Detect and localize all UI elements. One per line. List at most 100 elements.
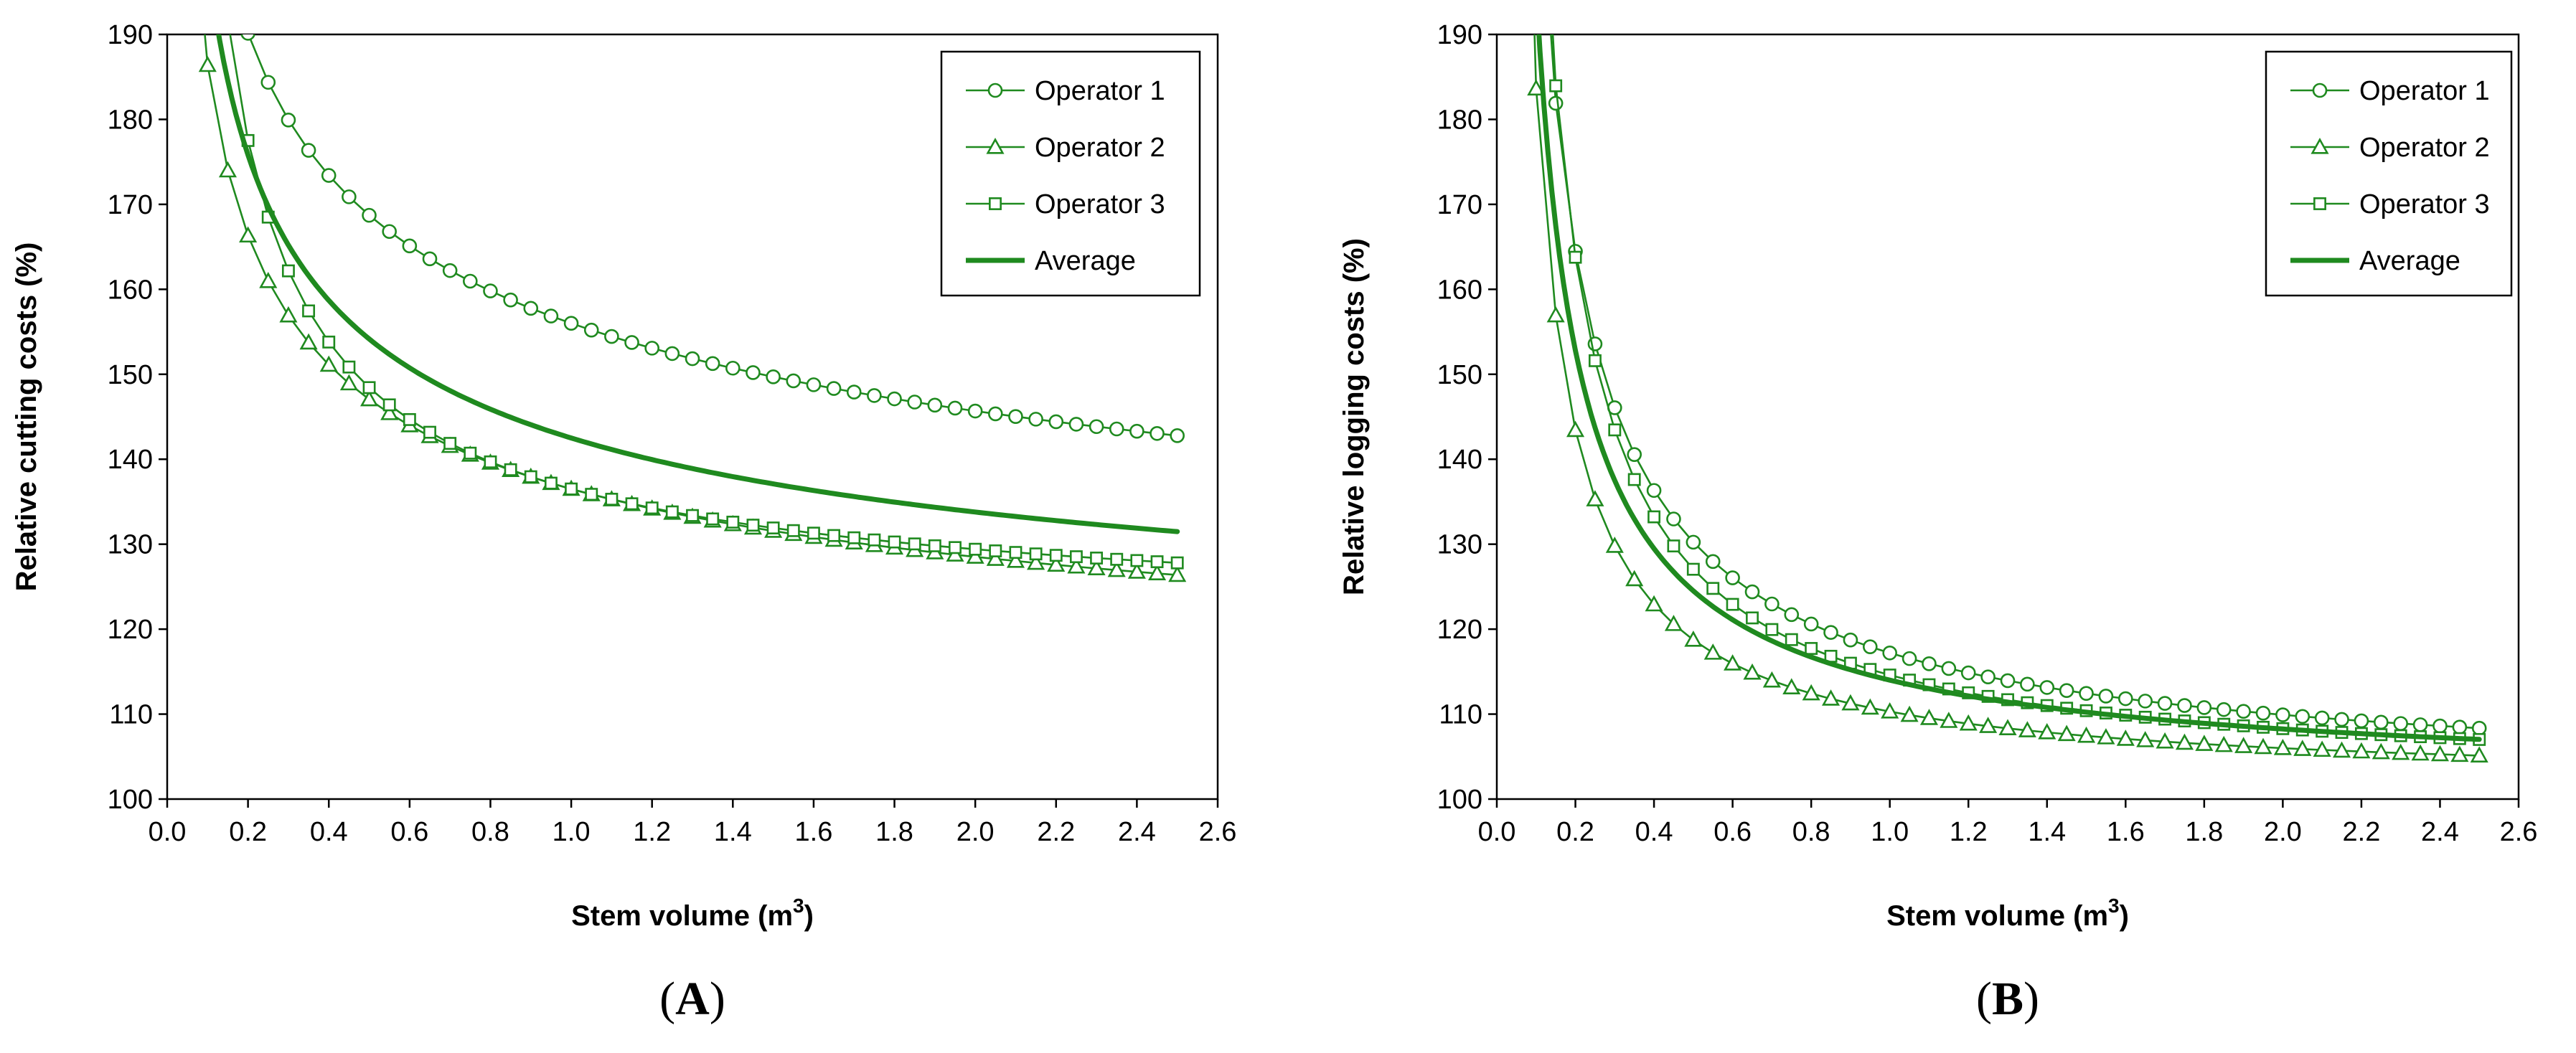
panel-b-point-operator-2 — [1919, 709, 1939, 725]
panel-a-point-operator-1 — [1089, 419, 1104, 435]
panel-b-point-operator-3 — [1667, 539, 1680, 553]
panel-a-point-operator-3 — [928, 539, 941, 552]
panel-a-point-operator-1 — [1048, 414, 1064, 430]
panel-a-point-operator-3 — [1150, 555, 1164, 569]
panel-b-point-operator-2 — [1566, 420, 1585, 438]
panel-b-point-operator-3 — [1588, 354, 1602, 367]
panel-b-series-line-average — [1536, 34, 2482, 742]
panel-a-x-axis-title-sup: 3 — [793, 894, 804, 917]
panel-a-point-operator-3 — [807, 526, 820, 540]
panel-a-xtick-label: 1.4 — [714, 817, 752, 847]
panel-a-point-operator-3 — [1110, 552, 1124, 566]
panel-a-xtick-label: 1.8 — [875, 817, 913, 847]
panel-b-legend-marker-operator-2 — [2311, 137, 2329, 154]
panel-b-point-operator-2 — [2097, 728, 2115, 745]
panel-b-point-operator-1 — [1960, 665, 1976, 681]
panel-b-xtick-label: 0.8 — [1792, 817, 1830, 847]
panel-a-point-operator-3 — [888, 535, 901, 549]
panel-b-point-operator-1 — [2138, 694, 2153, 709]
panel-a-point-operator-1 — [867, 388, 882, 403]
panel-b-plot-frame — [1495, 33, 2520, 801]
panel-b-point-operator-1 — [1548, 95, 1564, 111]
panel-b-point-operator-1 — [1646, 483, 1662, 499]
panel-b-point-operator-3 — [1647, 510, 1661, 524]
panel-a-point-operator-1 — [281, 113, 296, 128]
panel-a-xtick-label: 0.2 — [229, 817, 267, 847]
panel-a-point-operator-1 — [1109, 421, 1124, 437]
panel-b-point-operator-1 — [2295, 709, 2311, 724]
panel-b-point-operator-1 — [1843, 632, 1858, 648]
panel-a-ytick-label: 140 — [108, 445, 153, 475]
panel-b-point-operator-1 — [1686, 534, 1701, 550]
panel-a-point-operator-1 — [947, 400, 963, 416]
panel-a-point-operator-2 — [1067, 557, 1086, 574]
panel-b-point-operator-1 — [1705, 554, 1721, 570]
panel-b-point-operator-2 — [2214, 735, 2233, 752]
panel-b-point-operator-2 — [1527, 79, 1546, 96]
panel-a-point-operator-1 — [1170, 428, 1185, 443]
panel-a-point-operator-1 — [523, 301, 539, 316]
panel-a-point-operator-3 — [1009, 546, 1023, 559]
panel-a-point-operator-3 — [423, 425, 436, 439]
panel-b-point-operator-1 — [2000, 673, 2016, 689]
panel-a-point-operator-2 — [1087, 559, 1106, 576]
panel-a: 100 110 120 130 140 150 160 170 180 190 0.0 0.2 0.4 0… — [11, 20, 1237, 1025]
panel-a-point-operator-3 — [847, 531, 861, 544]
panel-b-point-operator-1 — [2059, 683, 2074, 698]
panel-b-point-operator-1 — [2432, 718, 2448, 734]
panel-b-point-operator-3 — [1549, 79, 1563, 93]
panel-b-point-operator-2 — [2234, 737, 2253, 753]
panel-a-point-operator-3 — [1170, 556, 1184, 570]
panel-a-point-operator-2 — [1107, 560, 1126, 577]
panel-b-ytick-label: 180 — [1437, 105, 1482, 135]
panel-a-point-operator-1 — [402, 238, 418, 254]
panel-a-point-operator-1 — [1129, 423, 1144, 439]
panel-b-xtick-label: 1.6 — [2107, 817, 2145, 847]
panel-a-point-operator-3 — [524, 470, 537, 483]
panel-a-point-operator-3 — [504, 463, 517, 476]
panel-a-legend-marker-operator-2 — [986, 137, 1005, 154]
panel-b-xtick-label: 1.4 — [2028, 817, 2066, 847]
panel-b-xtick-label: 2.4 — [2421, 817, 2459, 847]
panel-b: 100 110 120 130 140 150 160 170 180 190 0.0 0.2 0.4 0… — [1338, 20, 2537, 1025]
panel-a-point-operator-2 — [279, 306, 298, 323]
panel-a-point-operator-1 — [1028, 412, 1043, 427]
panel-a-point-operator-3 — [908, 537, 921, 551]
panel-b-legend-marker-operator-1 — [2312, 82, 2328, 98]
panel-b-point-operator-2 — [2077, 726, 2096, 743]
panel-b-point-operator-2 — [1586, 490, 1604, 506]
panel-b-point-operator-2 — [2470, 746, 2488, 762]
panel-b-xtick-label: 0.4 — [1635, 817, 1673, 847]
panel-a-legend-label-operator-3: Operator 3 — [1035, 189, 1165, 219]
panel-b-point-operator-1 — [1666, 511, 1681, 526]
panel-a-point-operator-1 — [988, 406, 1003, 422]
panel-a-point-operator-3 — [484, 455, 497, 468]
panel-a-point-operator-1 — [260, 75, 276, 90]
panel-b-point-operator-2 — [1940, 712, 1958, 728]
panel-b-legend-label-operator-3: Operator 3 — [2359, 189, 2490, 219]
panel-b-point-operator-3 — [1627, 473, 1641, 486]
panel-a-point-operator-2 — [239, 226, 258, 243]
panel-b-point-operator-2 — [2392, 743, 2410, 760]
panel-a-xtick-label: 0.8 — [471, 817, 509, 847]
panel-a-ytick-label: 190 — [108, 20, 153, 50]
panel-a-point-operator-3 — [443, 437, 457, 450]
panel-a-point-operator-3 — [1049, 549, 1063, 562]
panel-a-point-operator-2 — [1127, 562, 1146, 579]
panel-a-xtick-label: 2.6 — [1199, 817, 1237, 847]
panel-a-point-operator-1 — [362, 207, 377, 223]
panel-a-ytick-label: 120 — [108, 615, 153, 645]
panel-a-point-operator-1 — [583, 322, 599, 338]
panel-b-point-operator-2 — [1645, 595, 1663, 612]
panel-b-xtick-label: 2.0 — [2264, 817, 2302, 847]
panel-a-point-operator-3 — [665, 505, 679, 519]
panel-a-point-operator-1 — [382, 224, 397, 240]
panel-a-point-operator-3 — [1069, 550, 1083, 564]
panel-a-point-operator-3 — [281, 264, 295, 278]
panel-a-point-operator-2 — [339, 374, 358, 391]
panel-a-point-operator-1 — [483, 283, 498, 298]
panel-a-point-operator-3 — [1029, 547, 1043, 561]
panel-b-point-operator-1 — [1902, 651, 1917, 666]
panel-b-legend-marker-operator-3 — [2313, 197, 2326, 210]
panel-b-x-axis-title-sup: 3 — [2108, 894, 2120, 917]
